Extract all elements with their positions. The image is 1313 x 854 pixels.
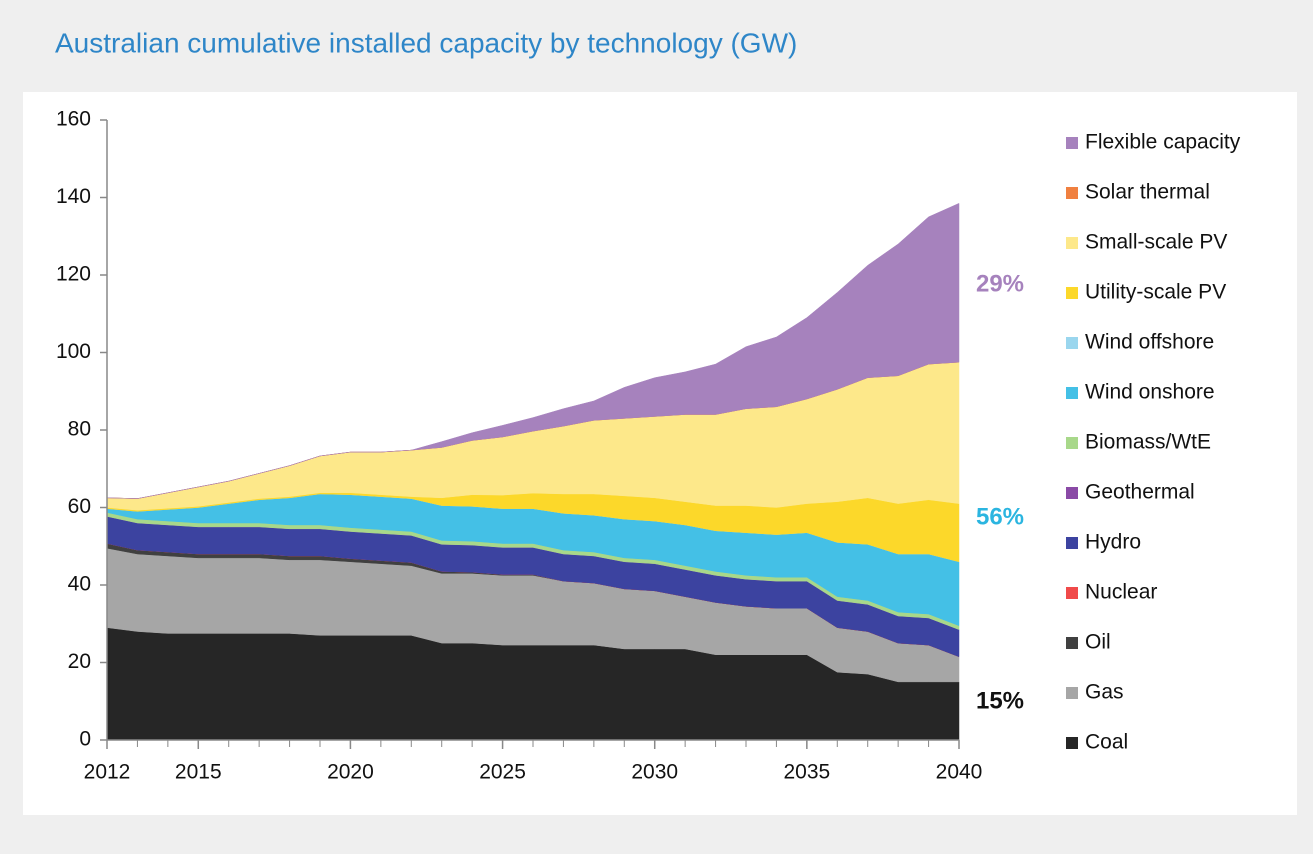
legend-swatch [1066, 437, 1078, 449]
legend-swatch [1066, 337, 1078, 349]
legend-swatch [1066, 637, 1078, 649]
legend-label: Wind offshore [1085, 331, 1214, 354]
x-tick-label: 2025 [479, 761, 526, 784]
legend-swatch [1066, 687, 1078, 699]
y-tick-label: 40 [68, 573, 91, 596]
y-tick-label: 20 [68, 650, 91, 673]
legend-label: Biomass/WtE [1085, 431, 1211, 454]
legend-label: Oil [1085, 631, 1111, 654]
legend-label: Flexible capacity [1085, 131, 1241, 154]
legend-swatch [1066, 237, 1078, 249]
y-tick-label: 0 [79, 728, 91, 751]
legend-label: Wind onshore [1085, 381, 1215, 404]
legend-label: Solar thermal [1085, 181, 1210, 204]
legend-swatch [1066, 187, 1078, 199]
legend-swatch [1066, 537, 1078, 549]
legend-swatch [1066, 387, 1078, 399]
legend-label: Nuclear [1085, 581, 1157, 604]
y-tick-label: 160 [56, 108, 91, 131]
x-tick-label: 2035 [783, 761, 830, 784]
legend-label: Gas [1085, 681, 1124, 704]
x-tick-label: 2012 [84, 761, 131, 784]
legend-label: Utility-scale PV [1085, 281, 1226, 304]
annotation: 29% [976, 270, 1024, 297]
legend-swatch [1066, 137, 1078, 149]
x-tick-label: 2030 [631, 761, 678, 784]
legend-label: Hydro [1085, 531, 1141, 554]
legend-label: Coal [1085, 731, 1128, 754]
y-tick-label: 120 [56, 263, 91, 286]
x-tick-label: 2015 [175, 761, 222, 784]
y-tick-label: 80 [68, 418, 91, 441]
x-tick-label: 2020 [327, 761, 374, 784]
legend-swatch [1066, 487, 1078, 499]
area [106, 202, 960, 499]
y-tick-label: 60 [68, 495, 91, 518]
annotation: 56% [976, 503, 1024, 530]
y-tick-label: 140 [56, 185, 91, 208]
y-tick-label: 100 [56, 340, 91, 363]
annotation: 15% [976, 687, 1024, 714]
legend-swatch [1066, 737, 1078, 749]
legend-label: Geothermal [1085, 481, 1195, 504]
chart-title: Australian cumulative installed capacity… [55, 27, 797, 58]
legend-label: Small-scale PV [1085, 231, 1227, 254]
legend-swatch [1066, 587, 1078, 599]
x-tick-label: 2040 [936, 761, 983, 784]
legend-swatch [1066, 287, 1078, 299]
